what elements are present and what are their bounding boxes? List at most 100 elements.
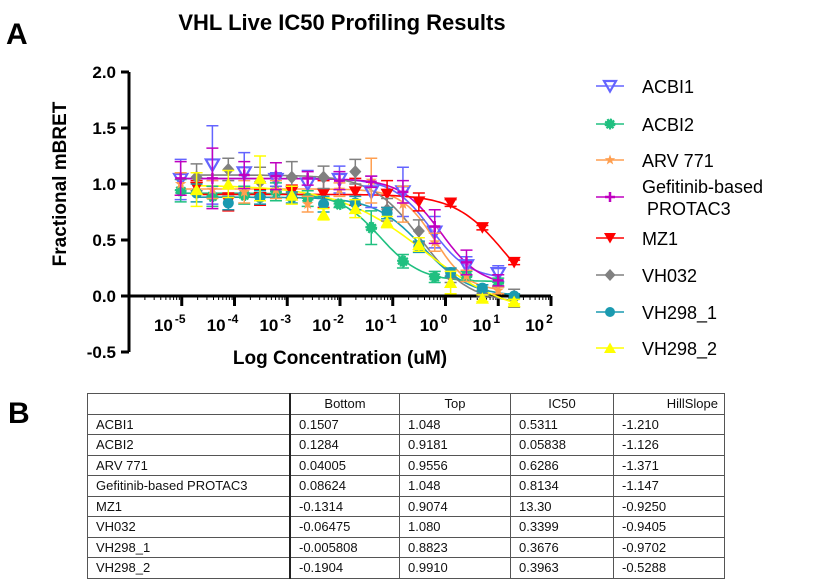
data-point: [444, 276, 458, 289]
fit-curves: [180, 174, 515, 304]
y-tick-label: -0.5: [87, 343, 116, 362]
x-tick-label: 10 1: [472, 312, 500, 335]
data-point: [253, 172, 267, 184]
row-label: Gefitinib-based PROTAC3: [87, 475, 291, 497]
data-point: [412, 196, 426, 208]
table-cell: -0.005808: [289, 536, 400, 558]
row-label: VH298_1: [87, 536, 291, 558]
data-point: [460, 256, 472, 268]
y-tick-label: 1.5: [92, 119, 116, 138]
x-tick-label: 10 -1: [365, 312, 397, 335]
legend-marker-5: [604, 269, 616, 281]
data-point: [412, 238, 426, 250]
data-point: [317, 170, 330, 184]
legend-label: ACBI2: [642, 115, 694, 135]
data-points: [172, 125, 521, 308]
legend: ACBI1 ACBI2 ARV 771 Gefitinib-based PROTAC3…: [596, 77, 763, 360]
data-point: [333, 198, 346, 211]
table-row: ACBI1 0.1507 1.048 0.5311 -1.210: [87, 413, 725, 435]
data-point: [238, 169, 250, 181]
table-cell: 0.9910: [399, 557, 511, 579]
table-cell: 0.8134: [510, 475, 614, 497]
data-point: [316, 208, 331, 220]
table-row: VH298_2 -0.1904 0.9910 0.3963 -0.5288: [87, 557, 725, 579]
data-point: [412, 224, 425, 238]
legend-label: VH298_1: [642, 303, 717, 324]
series-points-7: [189, 155, 521, 308]
data-point: [380, 188, 394, 201]
data-point: [348, 186, 362, 198]
table-row: Gefitinib-based PROTAC3 0.08624 1.048 0.813…: [87, 475, 725, 497]
table-cell: 1.048: [399, 475, 511, 497]
x-tick-label: 10 -3: [259, 312, 291, 335]
column-header: Bottom: [289, 393, 400, 415]
legend-label: Gefitinib-based PROTAC3: [642, 177, 763, 219]
data-point: [318, 198, 330, 210]
data-point: [429, 221, 441, 233]
table-cell: -0.1314: [289, 495, 400, 517]
table-cell: 0.3399: [510, 516, 614, 538]
data-point: [333, 175, 345, 187]
table-cell: -0.9702: [613, 536, 725, 558]
data-point: [301, 198, 314, 210]
data-point: [492, 284, 505, 296]
data-point: [302, 172, 314, 184]
fit-parameters-table: Bottom Top IC50 HillSlope ACBI1 0.1507 1.048 0…: [87, 393, 725, 579]
data-point: [175, 172, 187, 184]
legend-label: MZ1: [642, 229, 678, 249]
y-axis-label: Fractional mBRET: [50, 101, 71, 266]
row-label: ACBI1: [87, 413, 291, 435]
data-point: [206, 172, 218, 184]
y-tick-label: 0.5: [92, 231, 116, 250]
column-header: Top: [399, 393, 511, 415]
table-header-row: Bottom Top IC50 HillSlope: [87, 393, 725, 415]
legend-label: VH032: [642, 266, 697, 286]
table-cell: -0.5288: [613, 557, 725, 579]
data-point: [285, 170, 298, 184]
panel-letter-a: A: [6, 18, 28, 51]
table-cell: 0.08624: [289, 475, 400, 497]
legend-marker-1: [604, 118, 616, 130]
data-point: [396, 255, 409, 268]
data-point: [189, 183, 204, 196]
table-cell: -1.147: [613, 475, 725, 497]
data-point: [316, 188, 331, 201]
table-cell: 0.05838: [510, 434, 614, 456]
x-tick-label: 10 0: [420, 312, 448, 335]
x-axis-label: Log Concentration (uM): [233, 348, 447, 369]
data-point: [507, 256, 521, 269]
table-cell: 0.3963: [510, 557, 614, 579]
row-label: VH298_2: [87, 557, 291, 579]
data-point: [222, 162, 235, 177]
data-point: [380, 216, 394, 228]
legend-marker-6: [605, 307, 615, 317]
table-cell: 0.9556: [399, 454, 511, 476]
column-header: HillSlope: [613, 393, 725, 415]
data-point: [428, 271, 441, 283]
table-cell: 0.8823: [399, 536, 511, 558]
data-point: [397, 186, 409, 198]
legend-marker-4: [604, 233, 616, 244]
row-label: ACBI2: [87, 434, 291, 456]
table-cell: -1.371: [613, 454, 725, 476]
row-label: ARV 771: [87, 454, 291, 476]
legend-label: VH298_2: [642, 339, 717, 360]
table-cell: -0.9250: [613, 495, 725, 517]
legend-marker-2: [604, 154, 616, 165]
legend-marker-0: [602, 79, 618, 94]
table-row: ACBI2 0.1284 0.9181 0.05838 -1.126: [87, 434, 725, 456]
legend-label: ARV 771: [642, 151, 714, 171]
data-point: [285, 189, 299, 201]
x-tick-label: 10 2: [525, 312, 553, 335]
data-point: [444, 197, 458, 210]
series-points-3: [174, 147, 505, 287]
table-cell: 0.04005: [289, 454, 400, 476]
table-cell: 1.048: [399, 413, 511, 435]
y-tick-label: 2.0: [92, 63, 116, 82]
data-point: [365, 221, 378, 234]
axes: 2.0 1.5 1.0 0.5 0.0 -0.5 10 -5 10 -4 10 -3 10 -2 10 -1 1…: [87, 63, 553, 362]
x-tick-label: 10 -5: [154, 312, 186, 335]
table-row: VH032 -0.06475 1.080 0.3399 -0.9405: [87, 516, 725, 538]
data-point: [222, 197, 234, 209]
table-body: ACBI1 0.1507 1.048 0.5311 -1.210 ACBI2 0.1284 0…: [87, 413, 725, 579]
